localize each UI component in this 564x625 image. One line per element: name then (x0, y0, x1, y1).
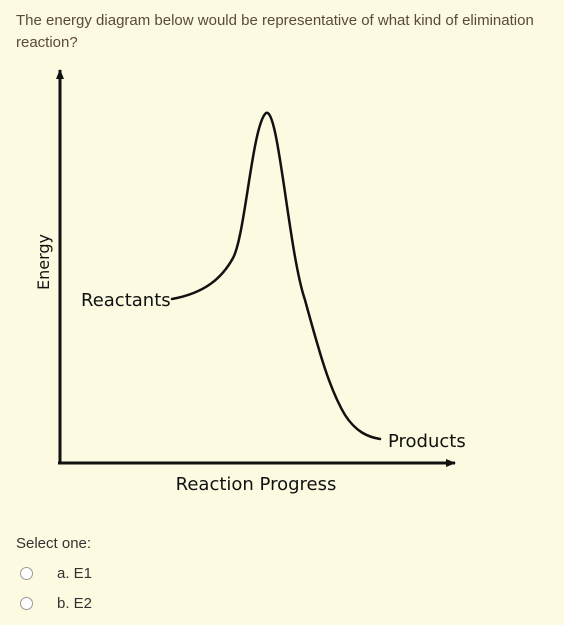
question-text: The energy diagram below would be repres… (16, 12, 534, 51)
products-label: Products (388, 431, 466, 452)
select-one-label: Select one: (16, 535, 92, 552)
option-a[interactable]: a. E1 (20, 563, 92, 583)
radio-button-a[interactable] (20, 566, 33, 580)
x-axis-label: Reaction Progress (176, 474, 337, 495)
energy-curve (170, 111, 382, 441)
option-a-label[interactable]: a. E1 (57, 564, 93, 582)
reactants-label: Reactants (81, 290, 171, 311)
option-b[interactable]: b. E2 (20, 593, 92, 613)
option-b-label[interactable]: b. E2 (57, 594, 93, 612)
y-axis-label: Energy (34, 234, 53, 290)
radio-button-b[interactable] (20, 596, 33, 610)
energy-diagram: Energy Reaction Progress Reactants Produ… (34, 69, 466, 495)
